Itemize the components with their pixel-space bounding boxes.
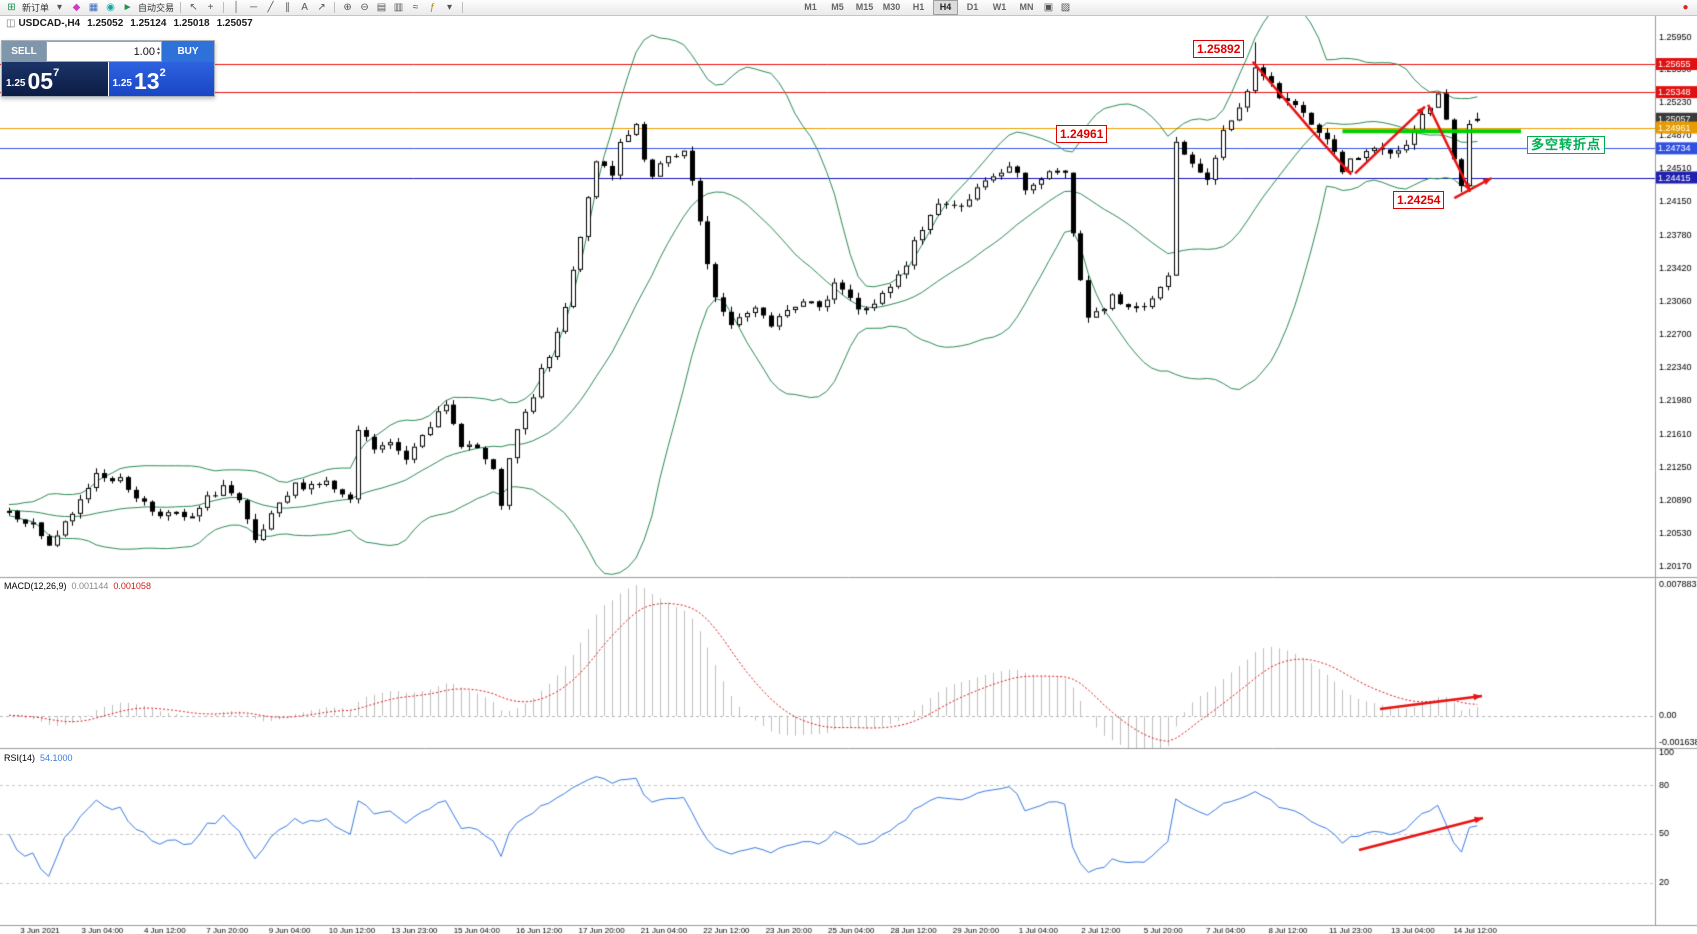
timeframe-m1-button[interactable]: M1 (804, 2, 817, 12)
new-order-caret-icon[interactable]: ▾ (57, 1, 63, 13)
cycle-icon[interactable]: ◉ (106, 1, 115, 13)
one-click-trading-widget: SELL 1.00 ▴ ▾ BUY 1.25 05 7 1.25 13 2 (1, 40, 215, 97)
sell-price-base: 1.25 (6, 78, 26, 89)
alert-icon[interactable]: ● (1682, 1, 1689, 13)
ohlc-low: 1.25018 (173, 18, 210, 29)
chart-symbol-ohlc-line: ◫ USDCAD-,H4 1.25052 1.25124 1.25018 1.25057 (6, 18, 260, 29)
buy-price-pip: 2 (159, 67, 166, 79)
trendline-tool-icon[interactable]: ╱ (267, 1, 274, 13)
spin-up-icon[interactable]: ▴ (156, 45, 160, 52)
sell-price-panel[interactable]: 1.25 05 7 (2, 62, 108, 96)
indicators-caret-icon[interactable]: ▾ (447, 1, 453, 13)
new-order-button[interactable]: 新订单 (22, 3, 50, 13)
toolbar-separator (462, 2, 464, 13)
sell-button[interactable]: SELL (2, 41, 46, 62)
price-chart-canvas[interactable] (0, 16, 1697, 934)
templates-icon[interactable]: ▨ (1060, 1, 1071, 13)
ohlc-open: 1.25052 (87, 18, 124, 29)
timeframe-m5-button[interactable]: M5 (831, 2, 844, 12)
buy-button[interactable]: BUY (162, 41, 214, 62)
macd-main-value: 0.001144 (71, 581, 109, 591)
timeframe-m15-button[interactable]: M15 (855, 2, 874, 12)
rsi-params: RSI(14) (4, 753, 36, 763)
toolbar-separator (223, 2, 225, 13)
line-chart-type-icon[interactable]: ≈ (412, 1, 419, 13)
zoom-in-icon[interactable]: ⊕ (343, 1, 352, 13)
timeframe-h4-button[interactable]: H4 (933, 0, 959, 15)
candles-chart-type-icon[interactable]: ▤ (376, 1, 387, 13)
channel-tool-icon[interactable]: ∥ (285, 1, 291, 13)
toolbar-separator (180, 2, 182, 13)
vertical-line-tool-icon[interactable]: │ (233, 1, 240, 13)
sell-price-big: 05 (27, 68, 54, 95)
panels-icon[interactable]: ▦ (88, 1, 99, 13)
price-flag-peak[interactable]: 1.25892 (1193, 40, 1245, 58)
tile-windows-icon[interactable]: ▣ (1043, 1, 1054, 13)
bars-chart-type-icon[interactable]: ▥ (393, 1, 404, 13)
chart-icon: ◫ (6, 18, 16, 29)
autotrading-play-icon[interactable]: ► (122, 1, 133, 13)
autotrading-button[interactable]: 自动交易 (138, 3, 175, 13)
price-flag-low[interactable]: 1.24254 (1393, 191, 1445, 209)
horizontal-line-tool-icon[interactable]: ─ (249, 1, 258, 13)
ohlc-high: 1.25124 (130, 18, 167, 29)
toolbar-separator (334, 2, 336, 13)
symbol-period: USDCAD-,H4 (18, 18, 81, 29)
buy-price-base: 1.25 (112, 78, 132, 89)
timeframe-m30-button[interactable]: M30 (882, 2, 901, 12)
text-tool-icon[interactable]: A (301, 1, 308, 13)
timeframe-mn-button[interactable]: MN (1019, 2, 1034, 12)
timeframe-w1-button[interactable]: W1 (992, 2, 1007, 12)
timeframe-d1-button[interactable]: D1 (966, 2, 979, 12)
crosshair-icon[interactable]: + (207, 1, 214, 13)
indicators-icon[interactable]: ƒ (429, 1, 436, 13)
rsi-indicator-label: RSI(14) 54.1000 (4, 753, 73, 763)
ohlc-close: 1.25057 (216, 18, 253, 29)
volume-field[interactable]: 1.00 ▴ ▾ (46, 41, 162, 62)
macd-params: MACD(12,26,9) (4, 581, 67, 591)
buy-price-panel[interactable]: 1.25 13 2 (108, 62, 214, 96)
volume-spinner[interactable]: ▴ ▾ (156, 45, 160, 57)
turning-point-label[interactable]: 多空转折点 (1527, 136, 1606, 154)
spin-down-icon[interactable]: ▾ (156, 50, 160, 57)
new-order-icon[interactable]: ⊞ (7, 1, 16, 13)
top-toolbar: ⊞ 新订单 ▾ ◆ ▦ ◉ ► 自动交易 ↖ + │ ─ ╱ ∥ A ↗ ⊕ ⊖… (0, 0, 1697, 16)
timeframe-h1-button[interactable]: H1 (912, 2, 925, 12)
buy-price-big: 13 (133, 68, 160, 95)
price-flag-support[interactable]: 1.24961 (1056, 125, 1108, 143)
sell-price-pip: 7 (53, 67, 60, 79)
cursor-icon[interactable]: ↖ (189, 1, 198, 13)
arrows-tool-icon[interactable]: ↗ (317, 1, 326, 13)
volume-value[interactable]: 1.00 (133, 45, 155, 58)
rsi-value: 54.1000 (40, 753, 73, 763)
chart-style-icon[interactable]: ◆ (72, 1, 81, 13)
zoom-out-icon[interactable]: ⊖ (360, 1, 369, 13)
macd-signal-value: 0.001058 (113, 581, 151, 591)
macd-indicator-label: MACD(12,26,9) 0.001144 0.001058 (4, 581, 151, 591)
